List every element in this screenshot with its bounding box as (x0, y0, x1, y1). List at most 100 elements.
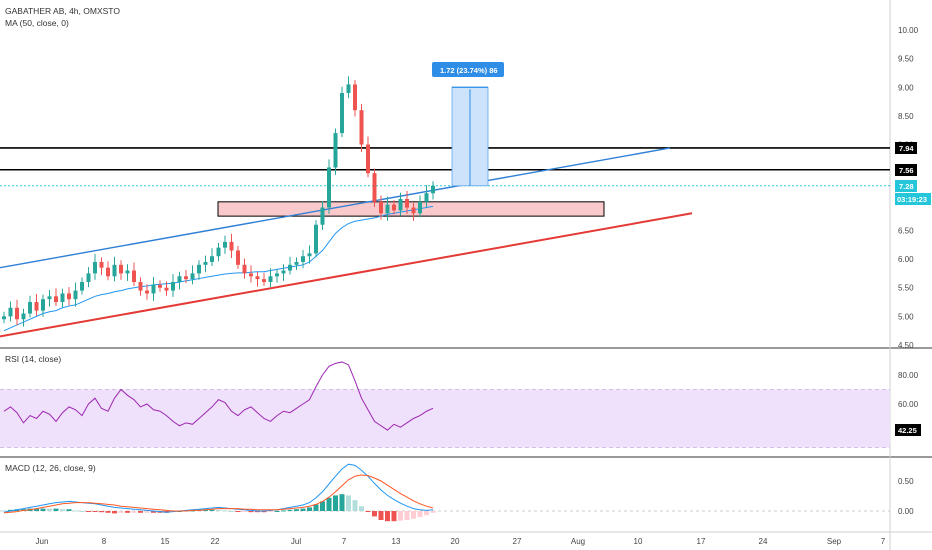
candle-body (411, 207, 416, 214)
price-tick-label: 6.50 (898, 226, 914, 235)
macd-histogram-bar (333, 495, 338, 511)
macd-histogram-bar (131, 511, 137, 513)
candle-body (424, 193, 429, 202)
macd-histogram-bar (411, 511, 416, 519)
candle-body (372, 173, 377, 202)
time-tick-label: 22 (211, 537, 220, 546)
candle-body (106, 267, 110, 277)
time-tick-label: Jul (291, 537, 301, 546)
candle-body (242, 264, 247, 274)
macd-histogram-bar (125, 511, 130, 513)
macd-histogram-bar (34, 508, 39, 511)
candle-body (229, 241, 234, 251)
macd-histogram-bar (53, 508, 59, 511)
macd-histogram-bar (313, 504, 319, 511)
candles[interactable] (2, 76, 435, 327)
svg-text:1.72 (23.74%) 86: 1.72 (23.74%) 86 (440, 66, 498, 75)
macd-histogram-bar (66, 509, 72, 511)
time-tick-label: 27 (513, 537, 522, 546)
macd-tick-label: 0.00 (898, 507, 914, 516)
support-zone[interactable] (217, 201, 605, 217)
candle-body (366, 144, 370, 174)
macd-histogram-bar (99, 511, 104, 513)
candle-body (379, 201, 383, 214)
horizontal-levels[interactable] (0, 147, 890, 187)
candle (190, 265, 195, 285)
candle-body (307, 253, 312, 257)
time-tick-label: 8 (102, 537, 107, 546)
candle (151, 276, 156, 301)
candle-body (41, 299, 45, 311)
candle (398, 192, 403, 216)
candle (73, 282, 78, 307)
candle-body (112, 264, 117, 277)
candle (132, 262, 136, 287)
candle-body (262, 279, 266, 282)
time-tick-label: 17 (697, 537, 706, 546)
macd-histogram-bar (242, 511, 247, 512)
macd-histogram-bar (372, 511, 377, 517)
time-tick-label: 24 (759, 537, 768, 546)
price-tick-label: 9.00 (898, 83, 914, 92)
candle (392, 200, 396, 215)
rsi-line (3, 361, 434, 431)
candle-body (398, 198, 403, 211)
macd-histogram-bar (385, 511, 390, 522)
candle-body (28, 302, 32, 314)
candle (353, 79, 357, 117)
candle-body (320, 207, 325, 225)
candle-body (132, 270, 136, 282)
candle (138, 277, 143, 296)
candle (67, 287, 71, 306)
candle-body (80, 282, 84, 291)
candle-body (294, 261, 299, 265)
trendline-red (0, 212, 693, 338)
candle (21, 308, 26, 327)
candle-body (60, 293, 65, 303)
time-tick-label: Aug (571, 537, 585, 546)
candle (197, 260, 201, 280)
macd-histogram-bar (378, 511, 384, 520)
candle (184, 269, 188, 284)
candle (405, 190, 409, 214)
rsi-band (0, 389, 890, 448)
time-tick-label: 13 (392, 537, 401, 546)
candle-body (216, 247, 221, 257)
candle (372, 168, 377, 207)
time-tick-label: Jun (36, 537, 49, 546)
macd-histogram-bar (92, 511, 98, 512)
candle-body (158, 284, 162, 288)
macd-histogram-bar (86, 511, 91, 512)
candle (145, 284, 149, 300)
candle (2, 311, 6, 324)
price-tick-label: 8.50 (898, 112, 914, 121)
level-tag-756: 7.56 (895, 164, 917, 176)
measure-label: 1.72 (23.74%) 86 (432, 62, 504, 77)
svg-text:03:19:23: 03:19:23 (897, 195, 927, 204)
candle (281, 264, 286, 281)
symbol-title: GABATHER AB, 4h, OMXSTO (5, 6, 120, 16)
candle-body (93, 261, 97, 274)
macd-histogram-bar (339, 494, 345, 511)
macd-histogram-bar (346, 495, 351, 511)
candle-body (359, 110, 364, 145)
macd-histogram-bar (144, 511, 150, 513)
candle (229, 233, 234, 258)
candle-body (346, 84, 351, 93)
candle (8, 301, 13, 322)
svg-text:7.94: 7.94 (899, 144, 914, 153)
candle (119, 260, 123, 280)
candle (216, 243, 221, 262)
svg-text:7.28: 7.28 (899, 182, 914, 191)
candle (125, 264, 130, 281)
measure-tool[interactable] (451, 86, 489, 187)
candle-body (151, 284, 156, 294)
price-tick-label: 6.00 (898, 255, 914, 264)
macd-histogram-bar (430, 511, 436, 513)
candle (366, 136, 370, 178)
trendlines[interactable] (0, 147, 693, 338)
macd-histogram-bar (424, 511, 429, 516)
time-tick-label: 7 (881, 537, 886, 546)
candle (41, 294, 45, 317)
